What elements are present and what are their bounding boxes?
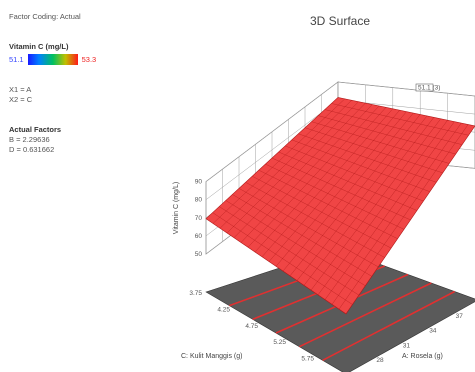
surface-mesh-line bbox=[338, 124, 469, 310]
surface-mesh-line bbox=[317, 120, 448, 296]
color-scale: 51.1 53.3 bbox=[9, 54, 169, 65]
sidebar: Factor Coding: Actual Vitamin C (mg/L) 5… bbox=[9, 12, 169, 155]
x-tick-label: 34 bbox=[429, 328, 437, 335]
y-tick-label: 4.75 bbox=[245, 323, 258, 330]
x-axis-label: A: Rosela (g) bbox=[402, 353, 443, 360]
factor-b: B = 2.29636 bbox=[9, 135, 50, 144]
surface-mesh-line bbox=[298, 133, 437, 183]
legend-title: Vitamin C (mg/L) bbox=[9, 42, 69, 51]
z-tick-label: 80 bbox=[195, 197, 203, 204]
surface-mesh-line bbox=[311, 121, 450, 164]
z-tick-label: 90 bbox=[195, 179, 203, 186]
y-tick-label: 4.25 bbox=[217, 306, 230, 313]
surface-mesh-line bbox=[278, 151, 418, 211]
design-point-flag-box[interactable] bbox=[415, 83, 434, 92]
wall-grid-line bbox=[205, 81, 339, 182]
surface-mesh-line bbox=[304, 127, 443, 174]
z-axis-label: Vitamin C (mg/L) bbox=[173, 182, 180, 234]
chart-title: 3D Surface bbox=[310, 14, 371, 28]
y-tick-label: 5.75 bbox=[301, 356, 314, 363]
surface-patch bbox=[205, 97, 475, 315]
variable-mapping: X1 = A X2 = C bbox=[9, 85, 169, 105]
legend-min: 51.1 bbox=[9, 54, 24, 64]
surface-mesh-line bbox=[291, 139, 430, 192]
surface-mesh-line bbox=[331, 103, 469, 136]
actual-factors-title: Actual Factors bbox=[9, 125, 62, 134]
variable-x1: X1 = A bbox=[9, 85, 32, 94]
surface-mesh-line bbox=[324, 109, 463, 145]
floor-contour-line bbox=[322, 290, 456, 362]
surface-mesh-line bbox=[324, 121, 455, 300]
response-surface bbox=[205, 97, 475, 315]
factor-coding: Factor Coding: Actual bbox=[9, 12, 81, 21]
surface-mesh-line bbox=[303, 117, 435, 286]
surface-mesh-line bbox=[310, 118, 441, 291]
x-tick-label: 28 bbox=[376, 357, 384, 364]
legend-max: 53.3 bbox=[81, 54, 97, 64]
surface-mesh-line bbox=[285, 145, 424, 202]
color-gradient-bar bbox=[27, 54, 78, 65]
wall-grid-line bbox=[205, 99, 339, 200]
y-tick-label: 3.75 bbox=[189, 290, 202, 297]
z-tick-label: 50 bbox=[195, 251, 203, 258]
surface-mesh-line bbox=[318, 115, 456, 155]
design-point-flag-label: 51.1 (3) bbox=[418, 85, 440, 92]
surface-mesh-line bbox=[275, 111, 407, 267]
y-tick-label: 5.25 bbox=[273, 339, 286, 346]
wall-grid-line bbox=[337, 81, 475, 97]
x-tick-label: 37 bbox=[456, 313, 464, 320]
axis-ticks: 50607080906.255.755.254.754.253.75252831… bbox=[189, 179, 464, 365]
surface-mesh-line bbox=[282, 112, 414, 272]
surface-mesh-line bbox=[331, 122, 462, 305]
z-tick-label: 60 bbox=[195, 233, 203, 240]
variable-x2: X2 = C bbox=[9, 95, 33, 104]
x-tick-label: 31 bbox=[403, 342, 411, 349]
y-axis-label: C: Kulit Manggis (g) bbox=[181, 353, 242, 360]
surface-mesh-line bbox=[296, 115, 428, 281]
factor-d: D = 0.631662 bbox=[9, 145, 55, 154]
surface-mesh-line bbox=[289, 114, 421, 276]
floor-contour-line bbox=[298, 282, 432, 348]
design-point-flag[interactable]: 51.1 (3) bbox=[415, 83, 440, 92]
z-tick-label: 70 bbox=[195, 215, 203, 222]
